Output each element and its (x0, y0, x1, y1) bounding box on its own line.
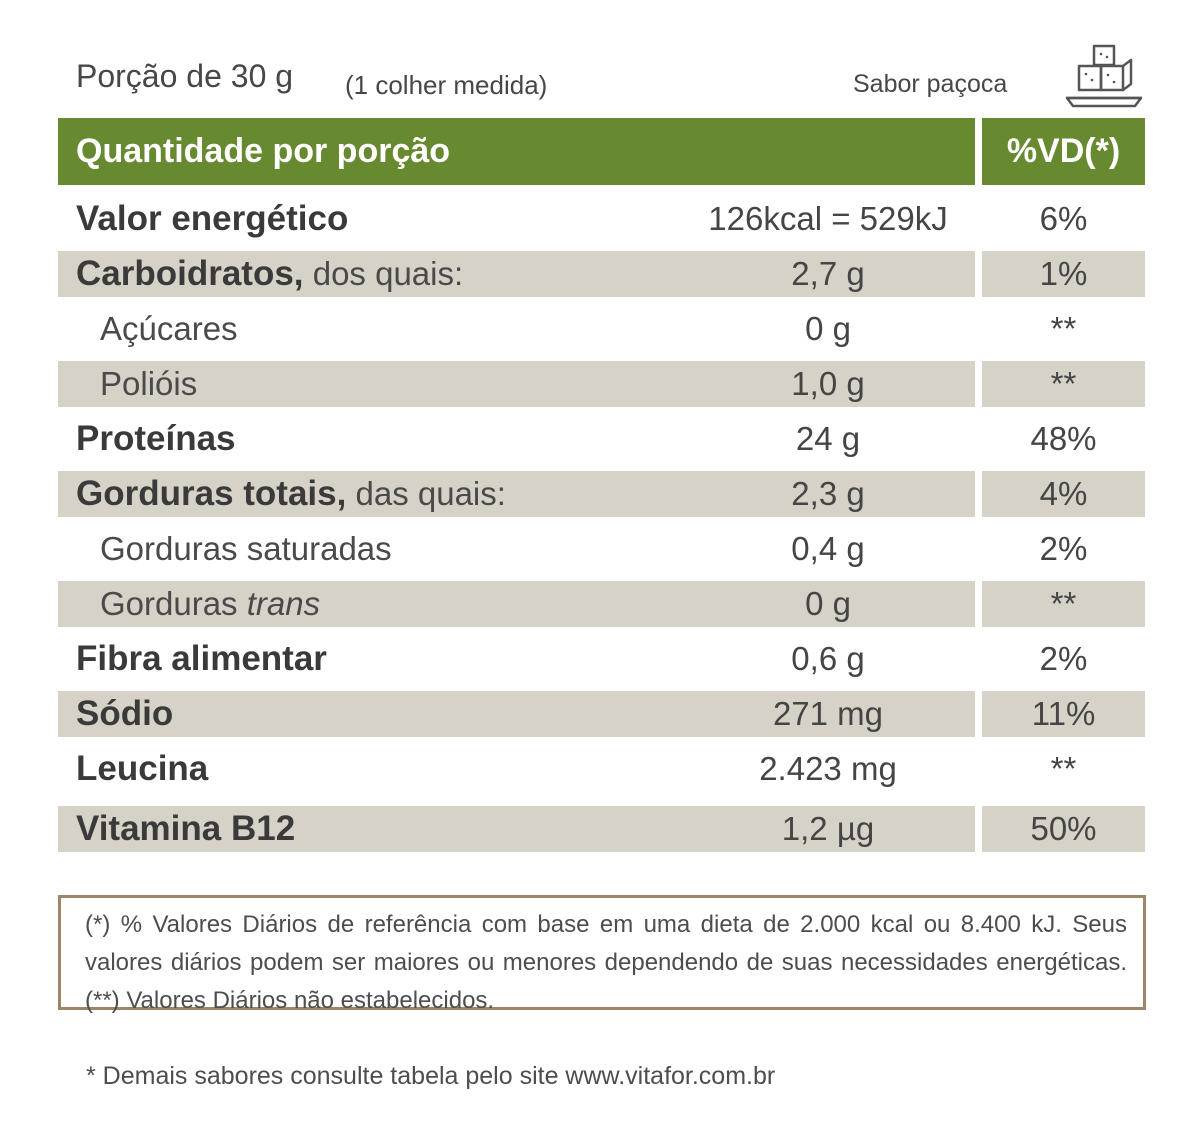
nutrient-vd: ** (1050, 310, 1077, 347)
nutrient-label: Sódio (76, 694, 174, 733)
nutrient-vd: 48% (1030, 420, 1097, 457)
nutrient-vd: 2% (1039, 640, 1088, 677)
paçoca-plate-icon (1065, 44, 1143, 108)
nutrient-vd: ** (1050, 365, 1077, 402)
flavor-label: Sabor paçoca (853, 70, 1008, 98)
nutrient-amount: 24 g (795, 420, 861, 457)
other-flavors-note: * Demais sabores consulte tabela pelo si… (86, 1062, 776, 1090)
nutrient-label: Polióis (100, 365, 198, 402)
nutrient-amount: 2.423 mg (759, 750, 897, 787)
vd-header: %VD(*) (982, 118, 1145, 185)
nutrient-amount: 0,6 g (791, 640, 865, 677)
nutrient-vd: 50% (1030, 810, 1097, 847)
nutrient-label: Fibra alimentar (76, 639, 327, 678)
nutrient-row-fiber: Fibra alimentar 0,6 g 2% (58, 636, 1145, 682)
nutrient-amount: 0 g (805, 585, 851, 622)
serving-size: Porção de 30 g (76, 58, 294, 94)
nutrient-row-trans-fat: Gorduras trans 0 g ** (58, 581, 1145, 627)
nutrient-row-vitamin-b12: Vitamina B12 1,2 µg 50% (58, 806, 1145, 852)
nutrient-vd: ** (1050, 585, 1077, 622)
nutrient-vd: 4% (1039, 475, 1088, 512)
nutrient-row-carbs: Carboidratos, dos quais: 2,7 g 1% (58, 251, 1145, 297)
nutrient-row-leucine: Leucina 2.423 mg ** (58, 746, 1145, 792)
nutrient-vd: 2% (1039, 530, 1088, 567)
nutrient-label: Açúcares (100, 310, 238, 347)
nutrient-amount: 126kcal = 529kJ (708, 200, 948, 237)
nutrient-row-saturated-fat: Gorduras saturadas 0,4 g 2% (58, 526, 1145, 572)
nutrient-label: Gorduras trans (100, 585, 321, 622)
quantity-header: Quantidade por porção (58, 118, 975, 185)
nutrient-label: Leucina (76, 749, 209, 788)
nutrient-amount: 1,0 g (791, 365, 865, 402)
nutrient-label: Vitamina B12 (76, 809, 296, 848)
nutrient-row-energy: Valor energético 126kcal = 529kJ 6% (58, 196, 1145, 242)
nutrient-amount: 0,4 g (791, 530, 865, 567)
nutrient-vd: 6% (1039, 200, 1088, 237)
nutrient-row-sugars: Açúcares 0 g ** (58, 306, 1145, 352)
nutrient-vd: 11% (1031, 695, 1096, 732)
nutrient-amount: 271 mg (772, 695, 884, 732)
nutrient-label: Gorduras saturadas (100, 530, 392, 567)
nutrient-label: Valor energético (76, 199, 349, 238)
nutrient-row-proteins: Proteínas 24 g 48% (58, 416, 1145, 462)
nutrient-amount: 0 g (805, 310, 851, 347)
nutrient-label: Carboidratos, dos quais: (76, 254, 464, 293)
nutrient-row-total-fat: Gorduras totais, das quais: 2,3 g 4% (58, 471, 1145, 517)
nutrient-row-sodium: Sódio 271 mg 11% (58, 691, 1145, 737)
nutrient-label: Gorduras totais, das quais: (76, 474, 506, 513)
serving-measure: (1 colher medida) (345, 70, 548, 100)
daily-values-footnote: (*) % Valores Diários de referência com … (58, 895, 1146, 1014)
nutrient-row-polyols: Polióis 1,0 g ** (58, 361, 1145, 407)
nutrient-vd: 1% (1039, 255, 1088, 292)
nutrient-amount: 1,2 µg (781, 810, 875, 847)
nutrient-vd: ** (1050, 750, 1077, 787)
nutrient-amount: 2,7 g (791, 255, 865, 292)
nutrient-amount: 2,3 g (791, 475, 865, 512)
nutrient-label: Proteínas (76, 419, 236, 458)
